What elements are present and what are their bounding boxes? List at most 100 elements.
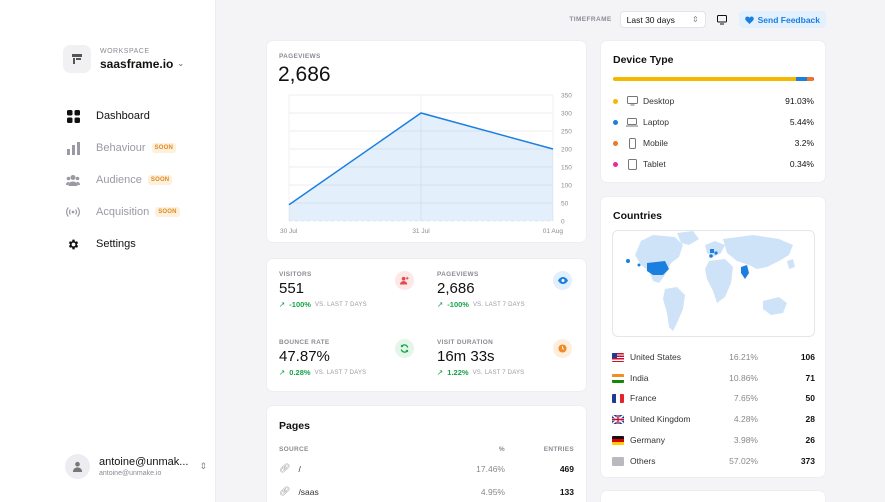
next-card [600,490,826,502]
sidebar-item-behaviour[interactable]: Behaviour SOON [66,132,180,164]
device-pct: 5.44% [789,117,814,127]
mobile-icon [626,137,638,149]
y-tick-label: 300 [561,111,572,118]
stat-delta: 0.28% [289,368,311,377]
country-name: United Kingdom [630,414,691,424]
in-flag-icon [612,373,624,383]
country-row[interactable]: France 7.65% 50 [612,393,815,403]
page-path: /saas [298,486,319,497]
device-row-desktop[interactable]: Desktop 91.03% [613,95,814,107]
sidebar-item-dashboard[interactable]: Dashboard [66,100,180,132]
workspace-switcher[interactable]: WORKSPACE saasframe.io ⌄ [63,45,184,73]
device-share-segment [813,77,814,81]
page-entries: 469 [559,463,574,474]
device-row-mobile[interactable]: Mobile 3.2% [613,137,814,149]
refresh-icon [395,339,414,358]
device-share-bar [613,77,814,81]
col-source: SOURCE [279,446,309,453]
country-row[interactable]: United Kingdom 4.28% 28 [612,414,815,424]
grid-icon [66,109,80,123]
sidebar-item-audience[interactable]: Audience SOON [66,164,180,196]
stat-delta: -100% [447,300,469,309]
heart-icon [744,15,754,24]
y-tick-label: 0 [561,219,565,226]
laptop-icon [626,116,638,128]
device-row-laptop[interactable]: Laptop 5.44% [613,116,814,128]
trend-icon: ↗ [279,368,286,377]
world-map-graphic [626,231,795,331]
device-share-segment [795,77,807,81]
stat-delta-text: VS. LAST 7 DAYS [472,369,525,376]
countries-title: Countries [613,210,663,222]
sidebar-item-acquisition[interactable]: Acquisition SOON [66,196,180,228]
user-menu[interactable]: antoine@unmak... antoine@unmake.io ⇕ [65,454,207,479]
y-tick-label: 100 [561,183,572,190]
user-plus-icon [395,271,414,290]
link-icon: 🔗︎ [279,463,291,473]
stat-visit-duration[interactable]: VISIT DURATION 16m 33s ↗ 1.22% VS. LAST 7 … [437,339,582,377]
sidebar-item-settings[interactable]: Settings [66,228,180,260]
timeframe-value: Last 30 days [626,14,675,25]
pageviews-area-chart[interactable]: 350 300 250 200 150 100 50 0 30 Jul 31 Jul 01 Aug [267,41,588,244]
workspace-kicker: WORKSPACE [100,47,150,55]
stat-value: 551 [279,280,305,297]
country-pct: 3.98% [733,435,758,445]
stat-visitors[interactable]: VISITORS 551 ↗ -100% VS. LAST 7 DAYS [279,271,424,309]
globe-flag-icon [612,456,624,466]
send-feedback-button[interactable]: Send Feedback [738,11,826,28]
workspace-name: saasframe.io [100,56,174,71]
country-row[interactable]: United States 16.21% 106 [612,352,815,362]
soon-badge: SOON [147,175,173,185]
y-tick-label: 350 [561,93,572,100]
stat-bounce-rate[interactable]: BOUNCE RATE 47.87% ↗ 0.28% VS. LAST 7 DAYS [279,339,424,377]
pages-title: Pages [279,420,310,432]
countries-card: Countries [600,196,826,478]
device-name: Laptop [643,117,669,127]
device-toggle-button[interactable] [714,11,731,28]
country-pct: 4.28% [733,414,758,424]
sidebar: WORKSPACE saasframe.io ⌄ Dashboard Behavi… [0,0,216,502]
country-row[interactable]: Others 57.02% 373 [612,456,815,466]
page-entries: 133 [559,486,574,497]
stat-kicker: BOUNCE RATE [279,339,330,346]
stat-delta: -100% [289,300,311,309]
stat-delta-text: VS. LAST 7 DAYS [314,369,367,376]
table-row[interactable]: 🔗︎ /saas 4.95% 133 [279,486,574,497]
stat-pageviews[interactable]: PAGEVIEWS 2,686 ↗ -100% VS. LAST 7 DAYS [437,271,582,309]
table-row[interactable]: 🔗︎ / 17.46% 469 [279,463,574,474]
y-tick-label: 150 [561,165,572,172]
us-flag-icon [612,352,624,362]
trend-icon: ↗ [437,368,444,377]
country-name: France [630,393,657,403]
stat-value: 16m 33s [437,348,495,365]
legend-dot [613,140,618,146]
country-row[interactable]: Germany 3.98% 26 [612,435,815,445]
y-tick-label: 250 [561,129,572,136]
user-email: antoine@unmake.io [99,470,162,477]
timeframe-select[interactable]: Last 30 days ⇕ [619,11,706,28]
country-pct: 10.86% [729,373,758,383]
de-flag-icon [612,435,624,445]
pageviews-total: 2,686 [278,63,331,86]
legend-dot [613,98,618,104]
sidebar-nav: Dashboard Behaviour SOON Audience SOON A… [66,100,180,260]
users-icon [66,173,80,187]
world-map[interactable] [612,230,815,337]
chevron-updown-icon: ⇕ [199,461,207,471]
chevron-updown-icon: ⇕ [691,15,699,24]
device-name: Mobile [643,138,669,148]
broadcast-icon [66,205,80,219]
stat-value: 47.87% [279,348,330,365]
stat-delta-text: VS. LAST 7 DAYS [314,301,367,308]
link-icon: 🔗︎ [279,486,291,496]
country-count: 28 [805,414,815,424]
page-pct: 17.46% [476,463,505,474]
soon-badge: SOON [155,207,180,217]
legend-dot [613,119,618,125]
legend-dot [613,161,618,167]
eye-icon [553,271,572,290]
device-row-tablet[interactable]: Tablet 0.34% [613,158,814,170]
x-tick-label: 31 Jul [412,228,430,235]
country-row[interactable]: India 10.86% 71 [612,373,815,383]
country-name: Others [630,456,656,466]
